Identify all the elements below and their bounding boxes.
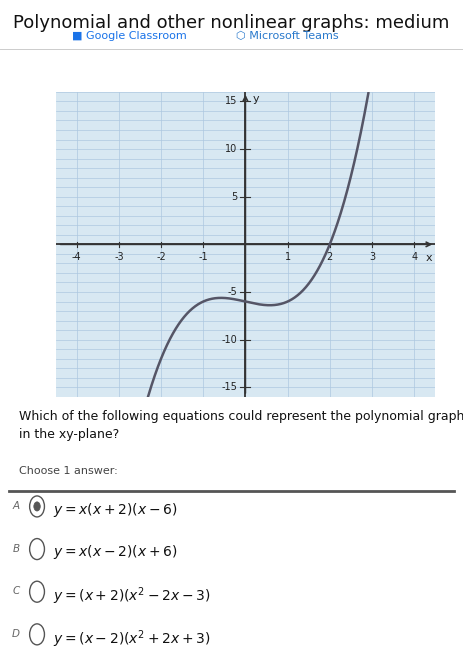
Text: ⬡ Microsoft Teams: ⬡ Microsoft Teams <box>236 31 338 41</box>
Text: -1: -1 <box>198 253 208 262</box>
Text: -10: -10 <box>221 335 237 344</box>
Text: 4: 4 <box>411 253 417 262</box>
Text: D: D <box>12 629 20 639</box>
Text: $y = (x + 2)(x^2 - 2x - 3)$: $y = (x + 2)(x^2 - 2x - 3)$ <box>53 586 211 607</box>
Text: -15: -15 <box>221 382 237 392</box>
Text: -2: -2 <box>156 253 166 262</box>
Text: $y = (x - 2)(x^2 + 2x + 3)$: $y = (x - 2)(x^2 + 2x + 3)$ <box>53 628 211 650</box>
Text: y: y <box>253 94 260 104</box>
Text: -4: -4 <box>72 253 81 262</box>
Text: C: C <box>13 586 20 596</box>
Text: $y = x(x - 2)(x + 6)$: $y = x(x - 2)(x + 6)$ <box>53 543 178 561</box>
Text: B: B <box>13 544 20 554</box>
Text: 5: 5 <box>231 192 237 201</box>
Text: 10: 10 <box>225 144 237 154</box>
Text: 15: 15 <box>225 96 237 106</box>
Text: 2: 2 <box>326 253 333 262</box>
Text: -3: -3 <box>114 253 124 262</box>
Text: 3: 3 <box>369 253 375 262</box>
Text: A: A <box>13 501 20 511</box>
Text: -5: -5 <box>227 287 237 297</box>
Text: x: x <box>425 253 432 263</box>
Text: Polynomial and other nonlinear graphs: medium: Polynomial and other nonlinear graphs: m… <box>13 14 450 32</box>
Text: 1: 1 <box>284 253 291 262</box>
Text: Which of the following equations could represent the polynomial graphed
in the x: Which of the following equations could r… <box>19 410 463 441</box>
Text: $y = x(x + 2)(x - 6)$: $y = x(x + 2)(x - 6)$ <box>53 501 178 518</box>
Text: ■ Google Classroom: ■ Google Classroom <box>72 31 187 41</box>
Text: Choose 1 answer:: Choose 1 answer: <box>19 466 117 476</box>
